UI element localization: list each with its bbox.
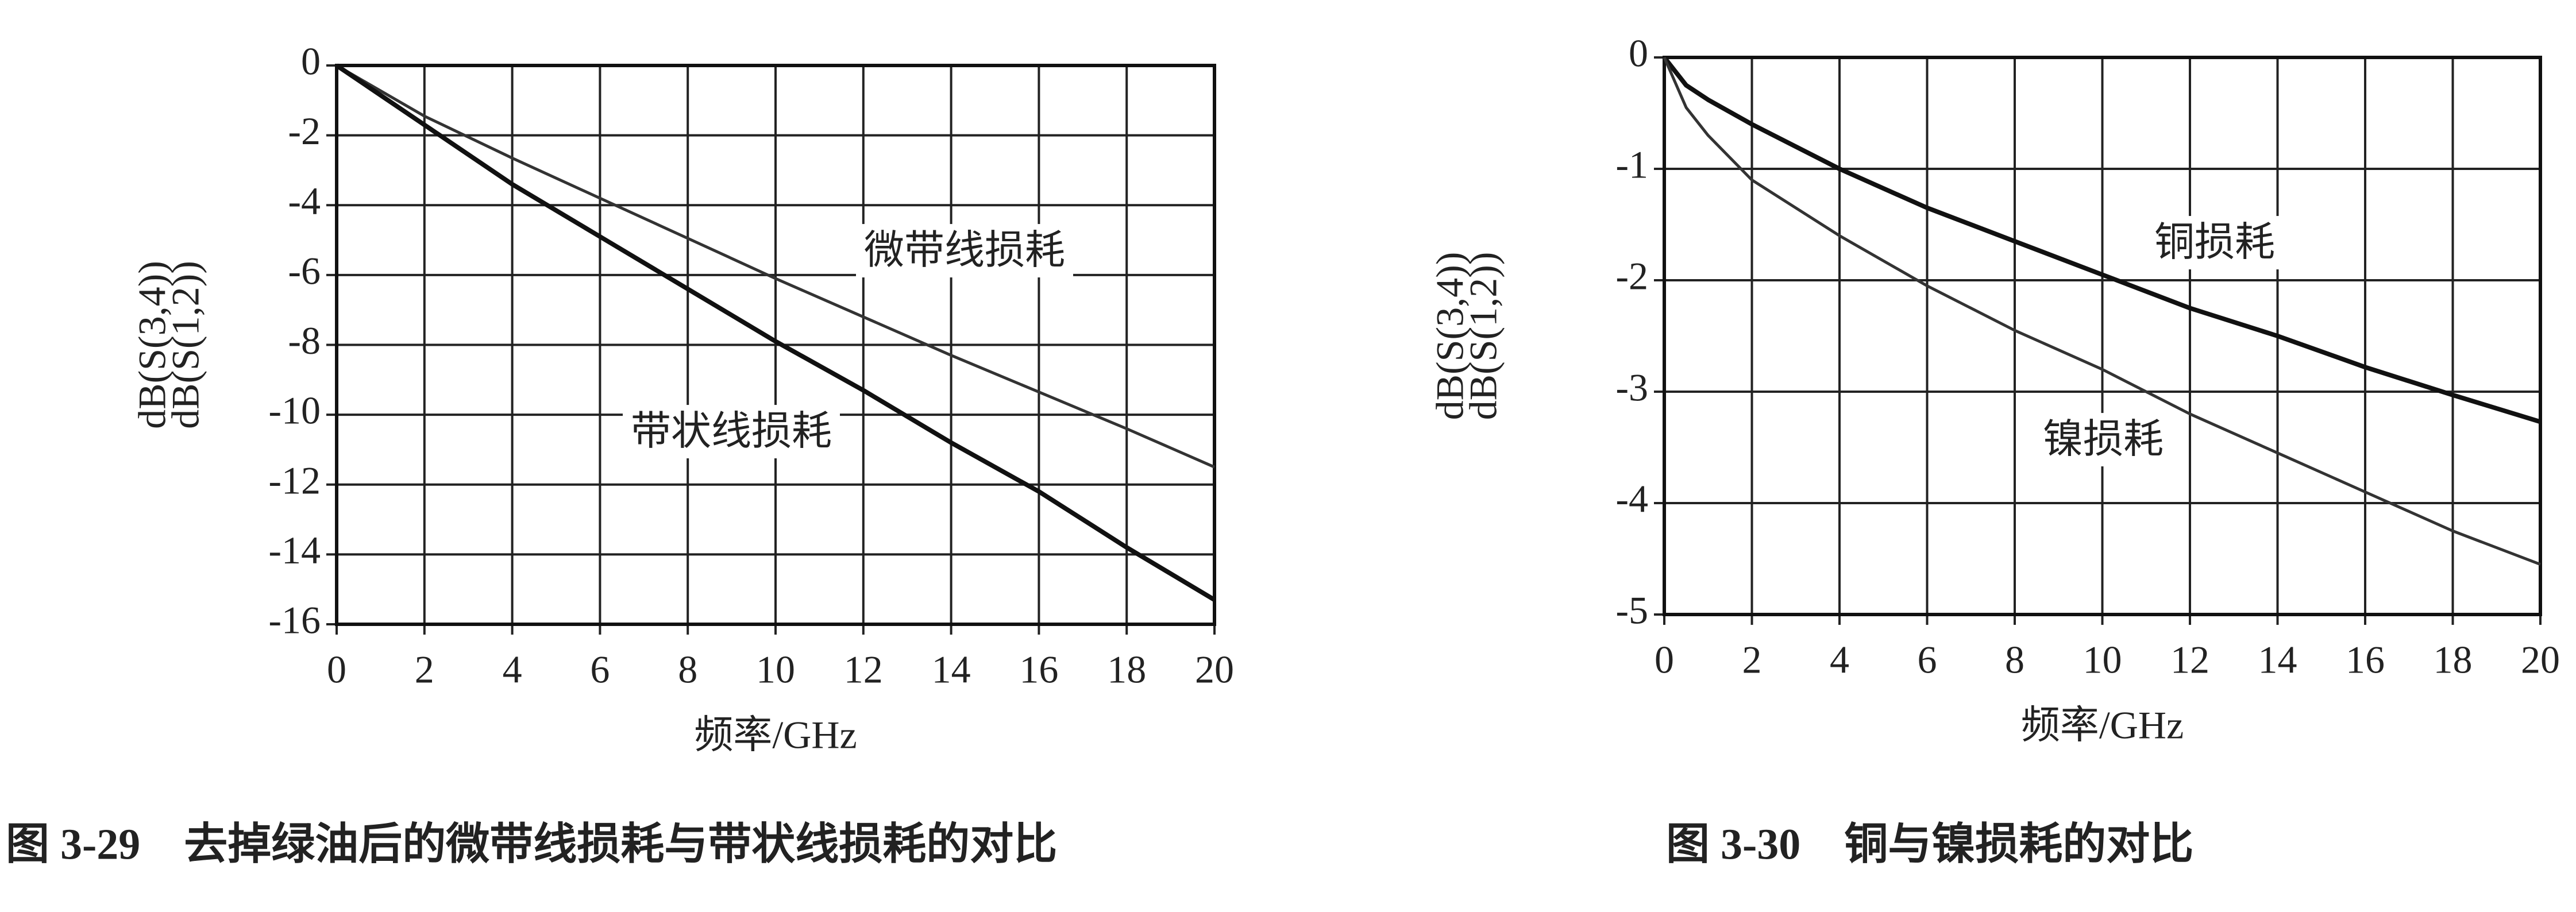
y-tick-label: -6 <box>288 249 321 292</box>
y-tick-label: -5 <box>1615 589 1648 632</box>
x-tick-label: 2 <box>1742 638 1762 682</box>
x-tick-label: 14 <box>932 648 971 691</box>
y-tick-label: -4 <box>288 179 321 223</box>
series-label: 带状线损耗 <box>631 409 832 454</box>
x-tick-label: 10 <box>756 648 795 691</box>
x-axis-label: 频率/GHz <box>2021 704 2184 747</box>
y-tick-label: -1 <box>1615 143 1648 187</box>
data-line <box>1662 56 2542 424</box>
x-tick-label: 18 <box>1107 648 1146 691</box>
y-tick-label: 0 <box>301 40 321 83</box>
y-tick-label: -14 <box>268 528 321 572</box>
x-tick-label: 6 <box>1918 638 1937 682</box>
data-line <box>1663 57 2541 566</box>
y-tick-label: -2 <box>1615 254 1648 298</box>
y-axis-label: dB(S(1,2)) <box>164 261 207 429</box>
y-tick-label: -2 <box>288 109 321 153</box>
label-background <box>623 405 840 459</box>
label-background <box>2035 413 2172 467</box>
plot-frame <box>1663 56 2542 616</box>
series-label: 微带线损耗 <box>864 229 1065 273</box>
x-tick-label: 16 <box>1019 648 1058 691</box>
x-tick-label: 4 <box>503 648 522 691</box>
y-tick-label: -4 <box>1615 477 1648 521</box>
y-axis-label: dB(S(1,2)) <box>1461 252 1505 420</box>
caption: 图 3-29 去掉绿油后的微带线损耗与带状线损耗的对比 <box>6 820 1057 868</box>
y-tick-label: -3 <box>1615 366 1648 409</box>
x-tick-label: 8 <box>678 648 697 691</box>
y-tick-label: -10 <box>268 389 321 432</box>
x-tick-label: 0 <box>1655 638 1674 682</box>
x-tick-label: 8 <box>2005 638 2024 682</box>
data-line <box>335 63 1216 602</box>
x-axis-label: 频率/GHz <box>694 713 857 757</box>
y-axis-label: dB(S(3,4)) <box>1428 252 1472 420</box>
plot-frame <box>335 64 1216 626</box>
x-tick-label: 12 <box>844 648 883 691</box>
x-tick-label: 12 <box>2170 638 2209 682</box>
x-tick-label: 14 <box>2258 638 2297 682</box>
label-background <box>856 224 1073 278</box>
caption: 图 3-30 铜与镍损耗的对比 <box>1666 820 2193 868</box>
data-line <box>336 64 1216 469</box>
x-tick-label: 0 <box>327 648 346 691</box>
series-label: 铜损耗 <box>2154 221 2275 265</box>
series-label: 镍损耗 <box>2043 418 2164 462</box>
x-tick-label: 10 <box>2083 638 2122 682</box>
x-tick-label: 20 <box>1195 648 1234 691</box>
x-tick-label: 16 <box>2346 638 2385 682</box>
x-tick-label: 6 <box>590 648 610 691</box>
y-tick-label: 0 <box>1629 32 1648 75</box>
x-tick-label: 18 <box>2434 638 2473 682</box>
x-tick-label: 20 <box>2521 638 2560 682</box>
y-axis-label: dB(S(3,4)) <box>130 261 174 429</box>
y-tick-label: -12 <box>268 458 321 502</box>
y-tick-label: -8 <box>288 319 321 362</box>
x-tick-label: 2 <box>415 648 434 691</box>
y-tick-label: -16 <box>268 598 321 642</box>
x-tick-label: 4 <box>1830 638 1849 682</box>
label-background <box>2146 216 2283 270</box>
